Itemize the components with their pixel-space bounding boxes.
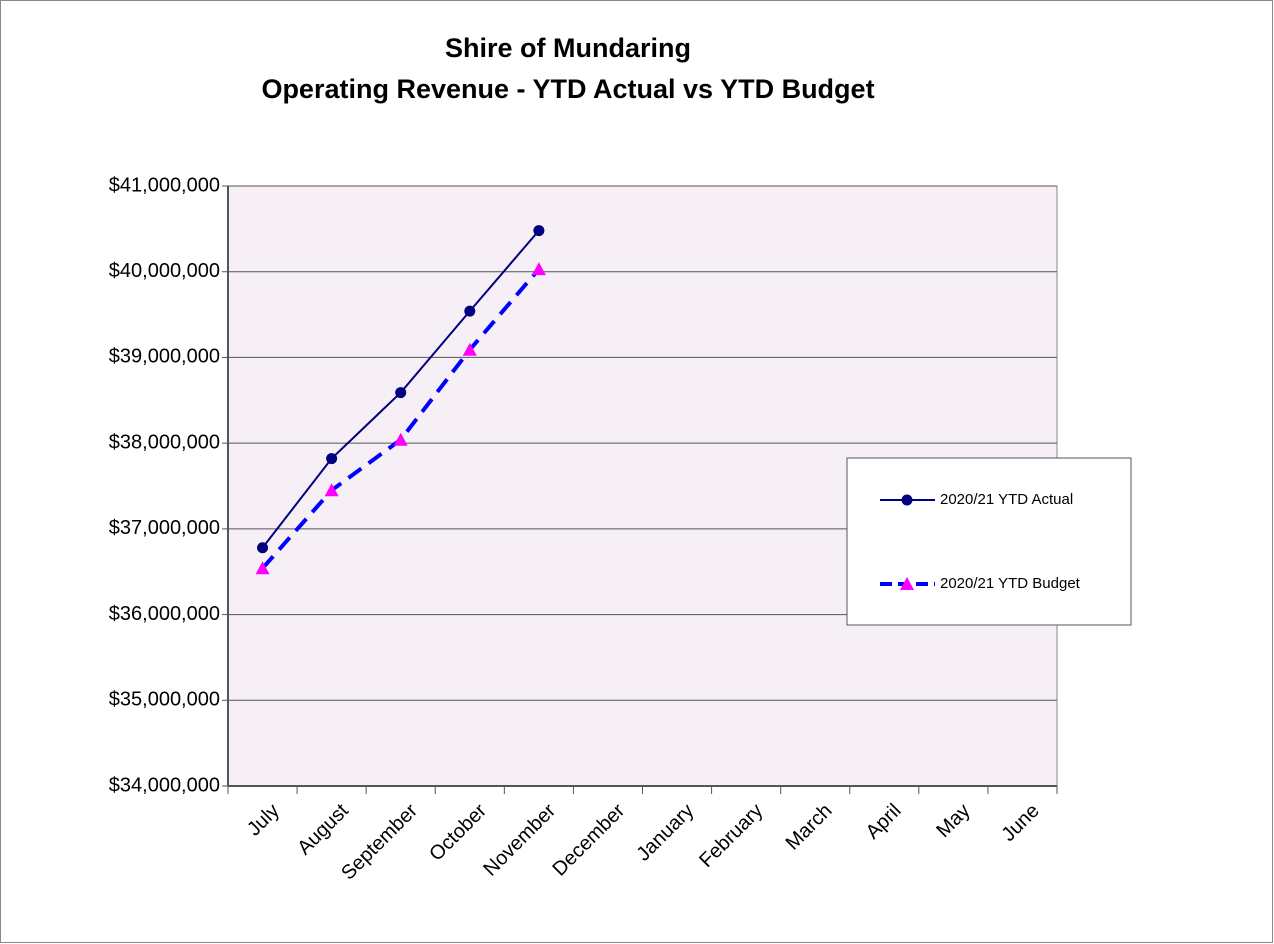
point [326,453,338,465]
point [464,305,476,317]
point [393,432,408,446]
chart-title: Shire of Mundaring [445,33,691,63]
y-tick-label: $35,000,000 [109,689,220,711]
point [533,225,545,237]
y-tick-label: $39,000,000 [109,346,220,368]
point [462,342,477,356]
y-tick-label: $41,000,000 [109,174,220,196]
legend-label: 2020/21 YTD Actual [940,491,1073,508]
y-tick-label: $36,000,000 [109,603,220,625]
point [255,561,270,575]
y-tick-label: $34,000,000 [109,774,220,796]
legend-box [846,457,1132,626]
point [257,542,269,554]
legend-label: 2020/21 YTD Budget [940,575,1081,592]
point [324,483,339,497]
y-tick-label: $38,000,000 [109,431,220,453]
point [531,262,546,276]
point [901,494,913,506]
point [395,387,407,399]
y-tick-label: $37,000,000 [109,517,220,539]
point [900,577,914,590]
y-tick-label: $40,000,000 [109,260,220,282]
chart-subtitle: Operating Revenue - YTD Actual vs YTD Bu… [261,74,874,104]
